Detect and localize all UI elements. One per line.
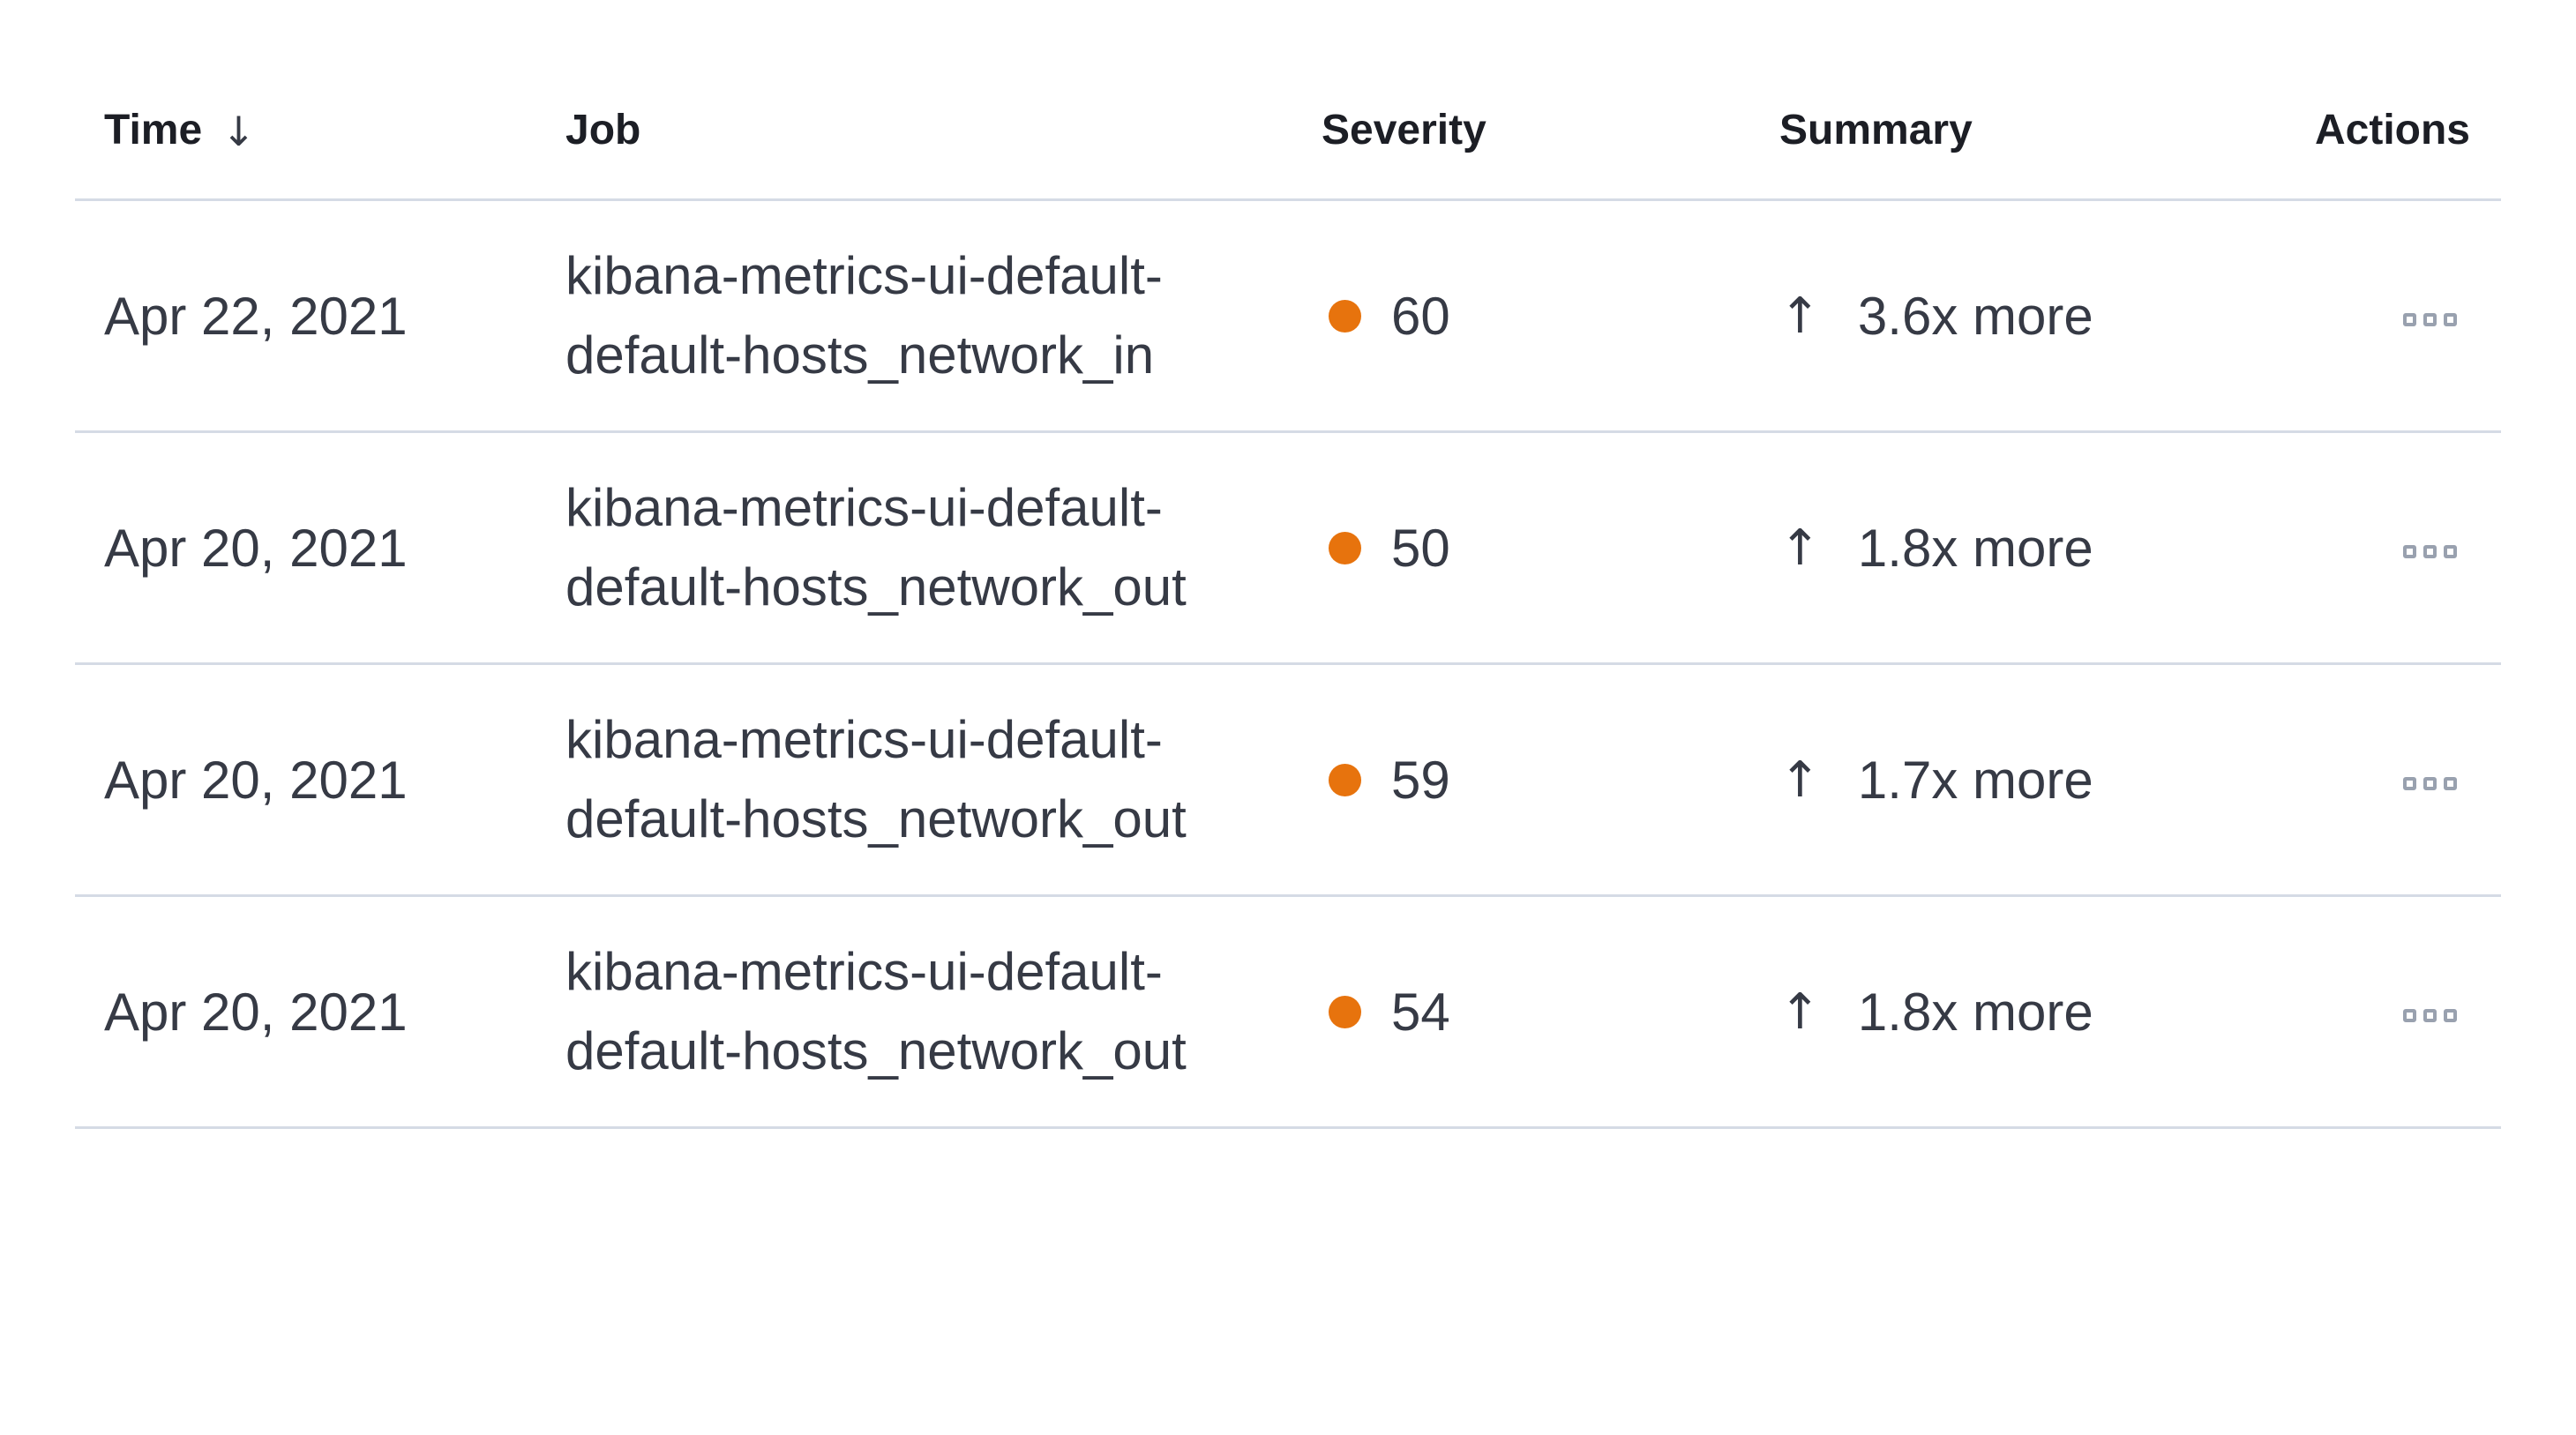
summary-cell: ↑ 1.8x more: [1750, 431, 2263, 665]
severity-dot-icon: [1329, 299, 1361, 333]
severity-cell: 50: [1292, 431, 1750, 665]
arrow-up-icon: ↑: [1779, 287, 1821, 345]
anomalies-table: Time ↓ Job Severity Summary Actions Apr 2…: [75, 62, 2501, 1129]
boxes-horizontal-icon: [2403, 777, 2416, 791]
boxes-horizontal-icon: [2444, 777, 2457, 791]
job-id-line-2: default-hosts_network_out: [565, 557, 1187, 617]
arrow-up-icon: ↑: [1779, 983, 1821, 1041]
job-id-line-2: default-hosts_network_out: [565, 789, 1187, 848]
job-id-line-1: kibana-metrics-ui-default-: [565, 478, 1163, 537]
boxes-horizontal-icon: [2444, 1009, 2457, 1023]
summary-value: 1.8x more: [1857, 518, 2093, 578]
summary-value: 1.7x more: [1857, 750, 2093, 810]
job-id-line-2: default-hosts_network_in: [565, 325, 1155, 385]
table-row: Apr 20, 2021 kibana-metrics-ui-default- …: [75, 663, 2501, 897]
time-cell: Apr 22, 2021: [75, 199, 536, 433]
actions-cell: [2263, 431, 2501, 665]
column-header-job-label: Job: [565, 107, 641, 153]
column-header-summary-label: Summary: [1779, 107, 1973, 153]
row-actions-button[interactable]: [2403, 540, 2457, 564]
table-row: Apr 20, 2021 kibana-metrics-ui-default- …: [75, 431, 2501, 665]
severity-cell: 54: [1292, 895, 1750, 1129]
time-cell: Apr 20, 2021: [75, 431, 536, 665]
column-header-job: Job: [536, 62, 1292, 201]
severity-cell: 59: [1292, 663, 1750, 897]
boxes-horizontal-icon: [2423, 1009, 2437, 1023]
row-actions-button[interactable]: [2403, 308, 2457, 332]
job-cell: kibana-metrics-ui-default- default-hosts…: [536, 895, 1292, 1129]
actions-cell: [2263, 199, 2501, 433]
severity-dot-icon: [1329, 531, 1361, 564]
column-header-summary: Summary: [1750, 62, 2263, 201]
boxes-horizontal-icon: [2403, 545, 2416, 559]
job-cell: kibana-metrics-ui-default- default-hosts…: [536, 663, 1292, 897]
arrow-up-icon: ↑: [1779, 519, 1821, 577]
summary-value: 1.8x more: [1857, 982, 2093, 1042]
severity-dot-icon: [1329, 995, 1361, 1028]
time-cell: Apr 20, 2021: [75, 895, 536, 1129]
boxes-horizontal-icon: [2444, 313, 2457, 327]
job-id-line-1: kibana-metrics-ui-default-: [565, 710, 1163, 769]
sort-desc-icon: ↓: [221, 108, 256, 155]
summary-value: 3.6x more: [1857, 286, 2093, 346]
summary-cell: ↑ 1.7x more: [1750, 663, 2263, 897]
summary-cell: ↑ 1.8x more: [1750, 895, 2263, 1129]
anomalies-table-grid: Time ↓ Job Severity Summary Actions Apr 2…: [75, 62, 2501, 1129]
boxes-horizontal-icon: [2403, 313, 2416, 327]
severity-value: 54: [1391, 982, 1450, 1042]
job-id-line-1: kibana-metrics-ui-default-: [565, 246, 1163, 305]
table-row: Apr 22, 2021 kibana-metrics-ui-default- …: [75, 199, 2501, 433]
row-actions-button[interactable]: [2403, 772, 2457, 796]
column-header-severity: Severity: [1292, 62, 1750, 201]
arrow-up-icon: ↑: [1779, 751, 1821, 809]
severity-value: 50: [1391, 518, 1450, 578]
table-row: Apr 20, 2021 kibana-metrics-ui-default- …: [75, 895, 2501, 1129]
severity-value: 59: [1391, 750, 1450, 810]
column-header-time-label: Time: [104, 107, 203, 153]
boxes-horizontal-icon: [2423, 313, 2437, 327]
severity-cell: 60: [1292, 199, 1750, 433]
boxes-horizontal-icon: [2423, 545, 2437, 559]
job-id-line-2: default-hosts_network_out: [565, 1021, 1187, 1080]
actions-cell: [2263, 895, 2501, 1129]
severity-value: 60: [1391, 286, 1450, 346]
severity-dot-icon: [1329, 763, 1361, 796]
row-actions-button[interactable]: [2403, 1004, 2457, 1028]
time-cell: Apr 20, 2021: [75, 663, 536, 897]
job-id-line-1: kibana-metrics-ui-default-: [565, 942, 1163, 1001]
boxes-horizontal-icon: [2423, 777, 2437, 791]
column-header-actions-label: Actions: [2314, 107, 2470, 153]
job-cell: kibana-metrics-ui-default- default-hosts…: [536, 431, 1292, 665]
column-header-time[interactable]: Time ↓: [75, 62, 536, 201]
summary-cell: ↑ 3.6x more: [1750, 199, 2263, 433]
boxes-horizontal-icon: [2403, 1009, 2416, 1023]
boxes-horizontal-icon: [2444, 545, 2457, 559]
job-cell: kibana-metrics-ui-default- default-hosts…: [536, 199, 1292, 433]
table-header-row: Time ↓ Job Severity Summary Actions: [75, 62, 2501, 201]
actions-cell: [2263, 663, 2501, 897]
column-header-severity-label: Severity: [1322, 107, 1486, 153]
column-header-actions: Actions: [2263, 62, 2501, 201]
